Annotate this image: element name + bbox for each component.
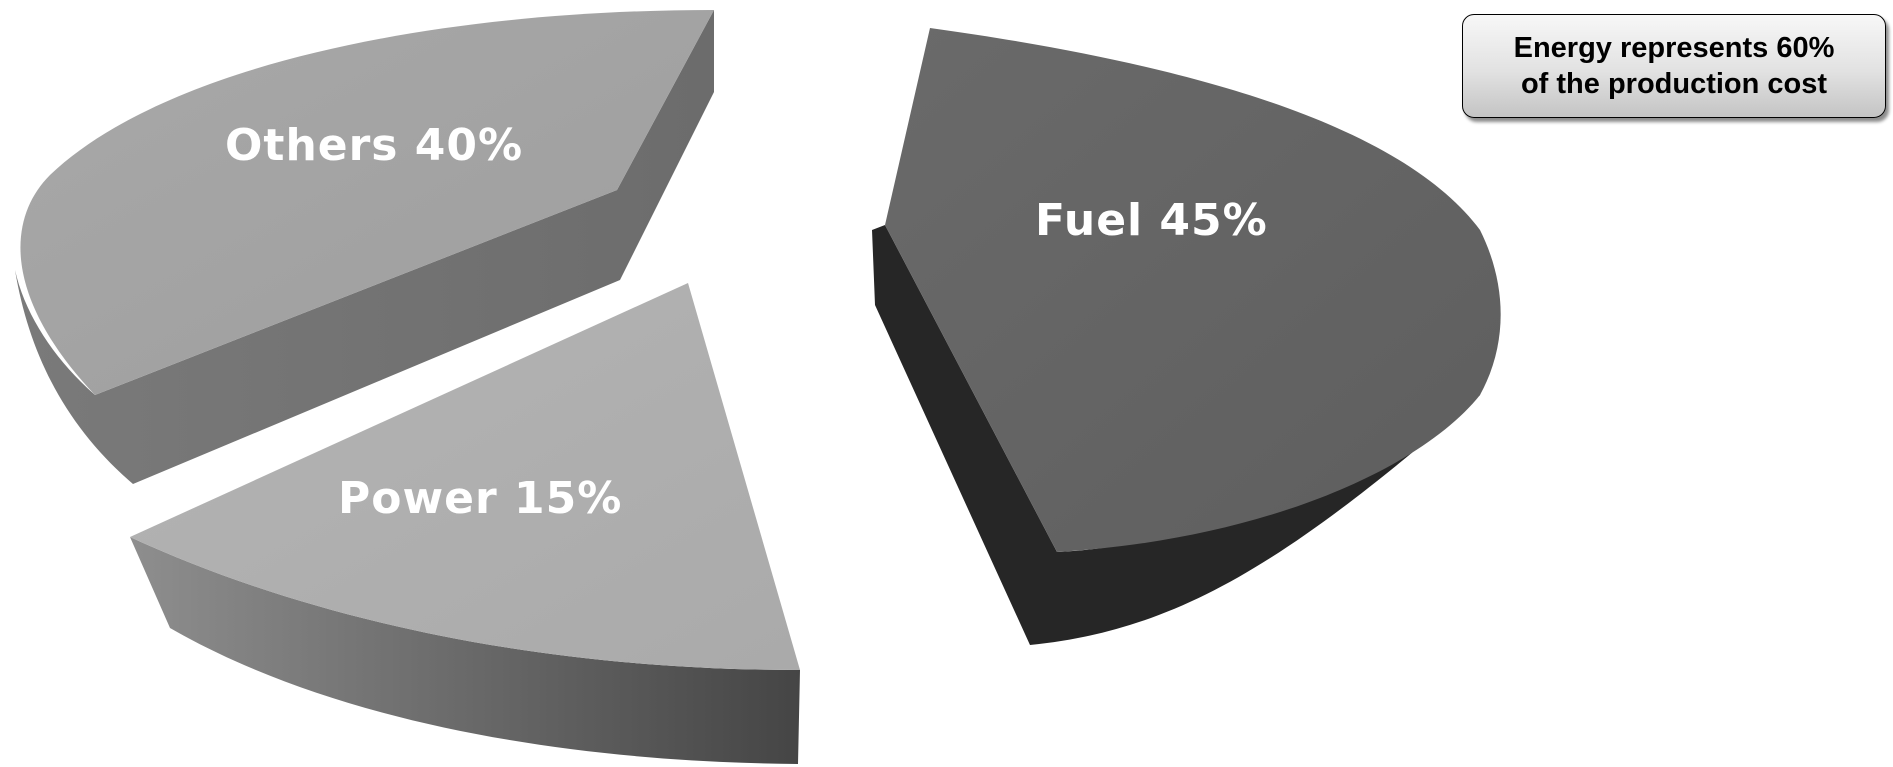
slice-others-side <box>15 10 714 484</box>
callout-line-2: of the production cost <box>1520 68 1828 100</box>
energy-callout-box: Energy represents 60% of the production … <box>1462 14 1886 118</box>
slice-label-others: Others 40% <box>225 120 523 171</box>
slice-fuel-top <box>885 28 1501 552</box>
slice-power-side <box>130 537 800 764</box>
slice-fuel <box>872 28 1501 645</box>
slice-power-top <box>130 283 800 670</box>
slice-power <box>130 283 800 764</box>
callout-line-1: Energy represents 60% <box>1513 32 1835 64</box>
slice-others <box>15 10 714 484</box>
slice-label-power: Power 15% <box>338 473 622 524</box>
slice-fuel-side <box>872 225 1495 645</box>
slice-others-top <box>20 10 714 395</box>
slice-label-fuel: Fuel 45% <box>1035 195 1268 246</box>
